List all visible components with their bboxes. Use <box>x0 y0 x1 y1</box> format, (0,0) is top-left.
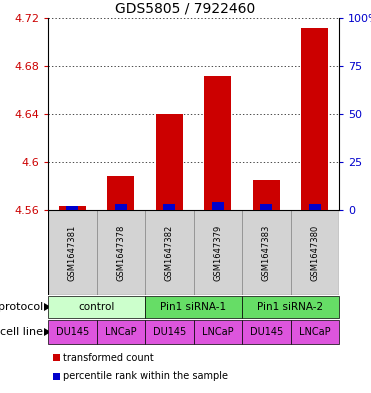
Bar <box>53 354 60 362</box>
Bar <box>260 204 272 210</box>
Text: Pin1 siRNA-1: Pin1 siRNA-1 <box>160 302 227 312</box>
Text: GSM1647380: GSM1647380 <box>310 224 319 281</box>
Text: protocol: protocol <box>0 302 43 312</box>
Text: control: control <box>78 302 115 312</box>
Bar <box>309 204 321 210</box>
Bar <box>96 320 145 344</box>
Polygon shape <box>44 303 51 311</box>
Bar <box>156 114 183 210</box>
Bar <box>96 210 145 295</box>
Bar <box>145 296 242 318</box>
Bar <box>48 320 96 344</box>
Bar <box>66 206 78 210</box>
Bar <box>145 210 194 295</box>
Bar <box>59 206 86 210</box>
Text: GSM1647383: GSM1647383 <box>262 224 271 281</box>
Bar <box>145 320 194 344</box>
Text: GSM1647382: GSM1647382 <box>165 224 174 281</box>
Text: cell line: cell line <box>0 327 43 337</box>
Bar <box>194 320 242 344</box>
Bar <box>301 28 328 210</box>
Bar <box>48 296 145 318</box>
Bar <box>253 180 280 210</box>
Bar <box>108 176 134 210</box>
Text: GSM1647381: GSM1647381 <box>68 224 77 281</box>
Text: transformed count: transformed count <box>63 353 154 363</box>
Bar <box>115 204 127 210</box>
Bar <box>212 202 224 210</box>
Text: Pin1 siRNA-2: Pin1 siRNA-2 <box>257 302 324 312</box>
Bar <box>48 210 96 295</box>
Text: DU145: DU145 <box>250 327 283 337</box>
Text: DU145: DU145 <box>152 327 186 337</box>
Bar <box>242 320 290 344</box>
Bar <box>204 75 231 210</box>
Bar <box>290 320 339 344</box>
Bar <box>242 296 339 318</box>
Bar <box>242 210 290 295</box>
Text: DU145: DU145 <box>56 327 89 337</box>
Text: LNCaP: LNCaP <box>299 327 331 337</box>
Text: percentile rank within the sample: percentile rank within the sample <box>63 371 228 381</box>
Text: LNCaP: LNCaP <box>202 327 234 337</box>
Bar <box>290 210 339 295</box>
Text: GDS5805 / 7922460: GDS5805 / 7922460 <box>115 1 256 15</box>
Bar <box>194 210 242 295</box>
Polygon shape <box>44 328 51 336</box>
Bar <box>163 204 175 210</box>
Text: GSM1647378: GSM1647378 <box>116 224 125 281</box>
Bar <box>53 373 60 380</box>
Text: GSM1647379: GSM1647379 <box>213 224 222 281</box>
Text: LNCaP: LNCaP <box>105 327 137 337</box>
